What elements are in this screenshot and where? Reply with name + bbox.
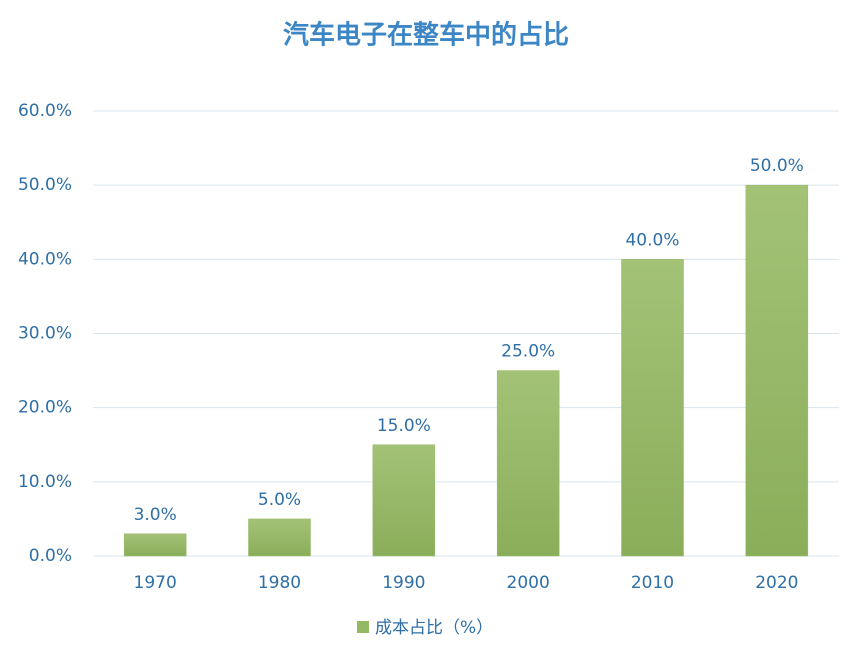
value-label: 50.0% [750, 156, 804, 176]
y-tick-label: 60.0% [18, 101, 72, 121]
x-tick-label: 1970 [134, 573, 177, 593]
bar [745, 184, 809, 557]
y-tick-label: 0.0% [29, 546, 72, 566]
bar [123, 533, 187, 557]
value-label: 5.0% [258, 490, 301, 510]
legend-swatch [357, 621, 369, 633]
y-tick-label: 30.0% [18, 324, 72, 344]
x-tick-label: 2010 [631, 573, 674, 593]
x-tick-label: 2020 [755, 573, 798, 593]
y-tick-label: 40.0% [18, 249, 72, 269]
x-tick-label: 1980 [258, 573, 301, 593]
bar [248, 518, 311, 557]
x-tick-label: 2000 [507, 573, 550, 593]
y-tick-label: 10.0% [18, 472, 72, 492]
value-label: 15.0% [377, 416, 431, 436]
legend-label: 成本占比（%） [375, 618, 493, 638]
y-tick-label: 20.0% [18, 398, 72, 418]
value-label: 3.0% [134, 505, 177, 525]
y-tick-label: 50.0% [18, 175, 72, 195]
value-label: 40.0% [625, 230, 679, 250]
value-label: 25.0% [501, 342, 555, 362]
bar [621, 259, 684, 557]
bar [372, 444, 436, 557]
bar [496, 370, 560, 557]
x-tick-label: 1990 [382, 573, 425, 593]
chart-title: 汽车电子在整车中的占比 [283, 20, 569, 51]
